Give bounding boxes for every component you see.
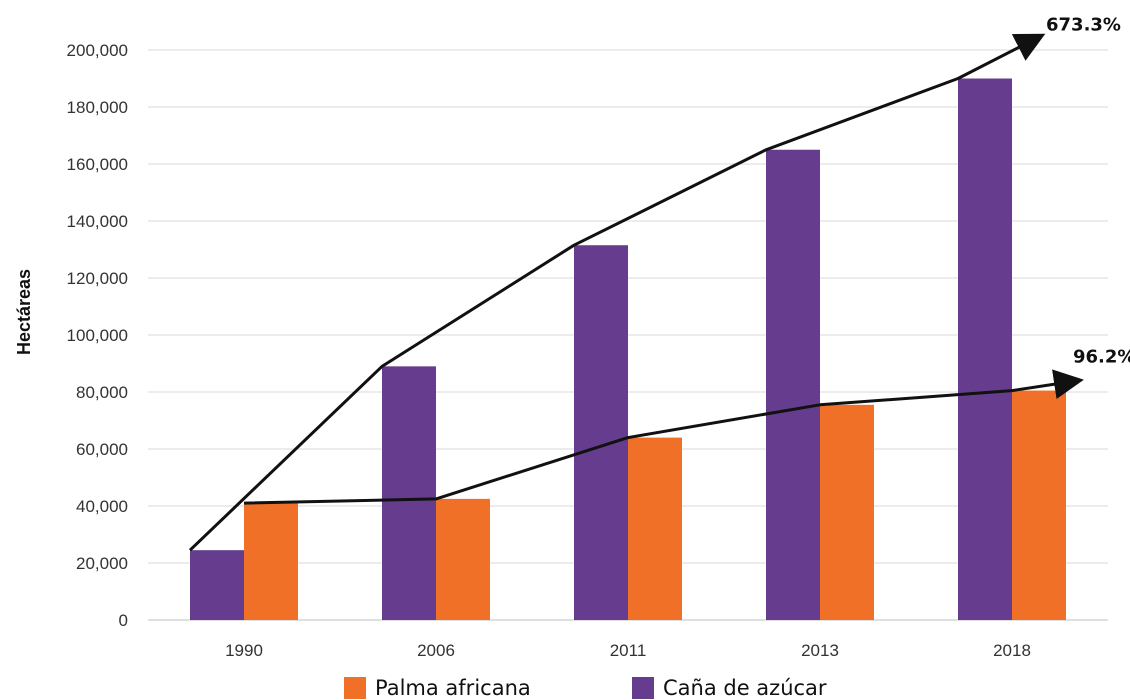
y-tick-label: 160,000: [67, 155, 128, 174]
y-tick-label: 200,000: [67, 41, 128, 60]
legend-item-palma: Palma africana: [344, 676, 531, 700]
legend-item-cana: Caña de azúcar: [632, 676, 827, 700]
bar-palma-2006: [436, 498, 490, 620]
bar-palma-2018: [1012, 390, 1066, 620]
y-axis-label: Hectáreas: [14, 269, 34, 355]
legend: Palma africana Caña de azúcar: [0, 672, 1130, 700]
bar-cana-1990: [190, 550, 244, 620]
y-axis-ticks: 0 20,000 40,000 60,000 80,000 100,000 120,000 1…: [67, 41, 128, 630]
legend-swatch-cana: [632, 677, 654, 699]
x-tick-label: 2013: [801, 641, 839, 660]
trend-arrows: 673.3% 96.2%: [188, 15, 1130, 552]
bar-palma-2011: [628, 437, 682, 620]
cana-trend-arrow: [188, 33, 1046, 552]
cana-growth-label: 673.3%: [1046, 15, 1121, 36]
y-tick-label: 100,000: [67, 326, 128, 345]
y-tick-label: 60,000: [76, 440, 128, 459]
legend-swatch-palma: [344, 677, 366, 699]
y-tick-label: 180,000: [67, 98, 128, 117]
x-tick-label: 2006: [417, 641, 455, 660]
bar-palma-2013: [820, 404, 874, 620]
y-tick-label: 80,000: [76, 383, 128, 402]
bar-cana-2013: [766, 149, 820, 620]
x-tick-label: 2018: [993, 641, 1031, 660]
y-tick-label: 120,000: [67, 269, 128, 288]
bars: [190, 78, 1066, 620]
x-tick-label: 2011: [610, 641, 647, 660]
x-tick-label: 1990: [225, 641, 263, 660]
bar-palma-1990: [244, 503, 298, 620]
y-tick-label: 140,000: [67, 212, 128, 231]
palma-growth-label: 96.2%: [1073, 347, 1130, 368]
y-tick-label: 20,000: [76, 554, 128, 573]
bar-cana-2011: [574, 245, 628, 620]
bar-cana-2018: [958, 78, 1012, 620]
y-tick-label: 0: [119, 611, 128, 630]
bar-cana-2006: [382, 366, 436, 620]
x-axis-ticks: 1990 2006 2011 2013 2018: [225, 641, 1031, 660]
y-tick-label: 40,000: [76, 497, 128, 516]
legend-label-palma: Palma africana: [375, 676, 531, 700]
palma-trend-arrow: [243, 369, 1084, 505]
legend-label-cana: Caña de azúcar: [663, 676, 827, 700]
